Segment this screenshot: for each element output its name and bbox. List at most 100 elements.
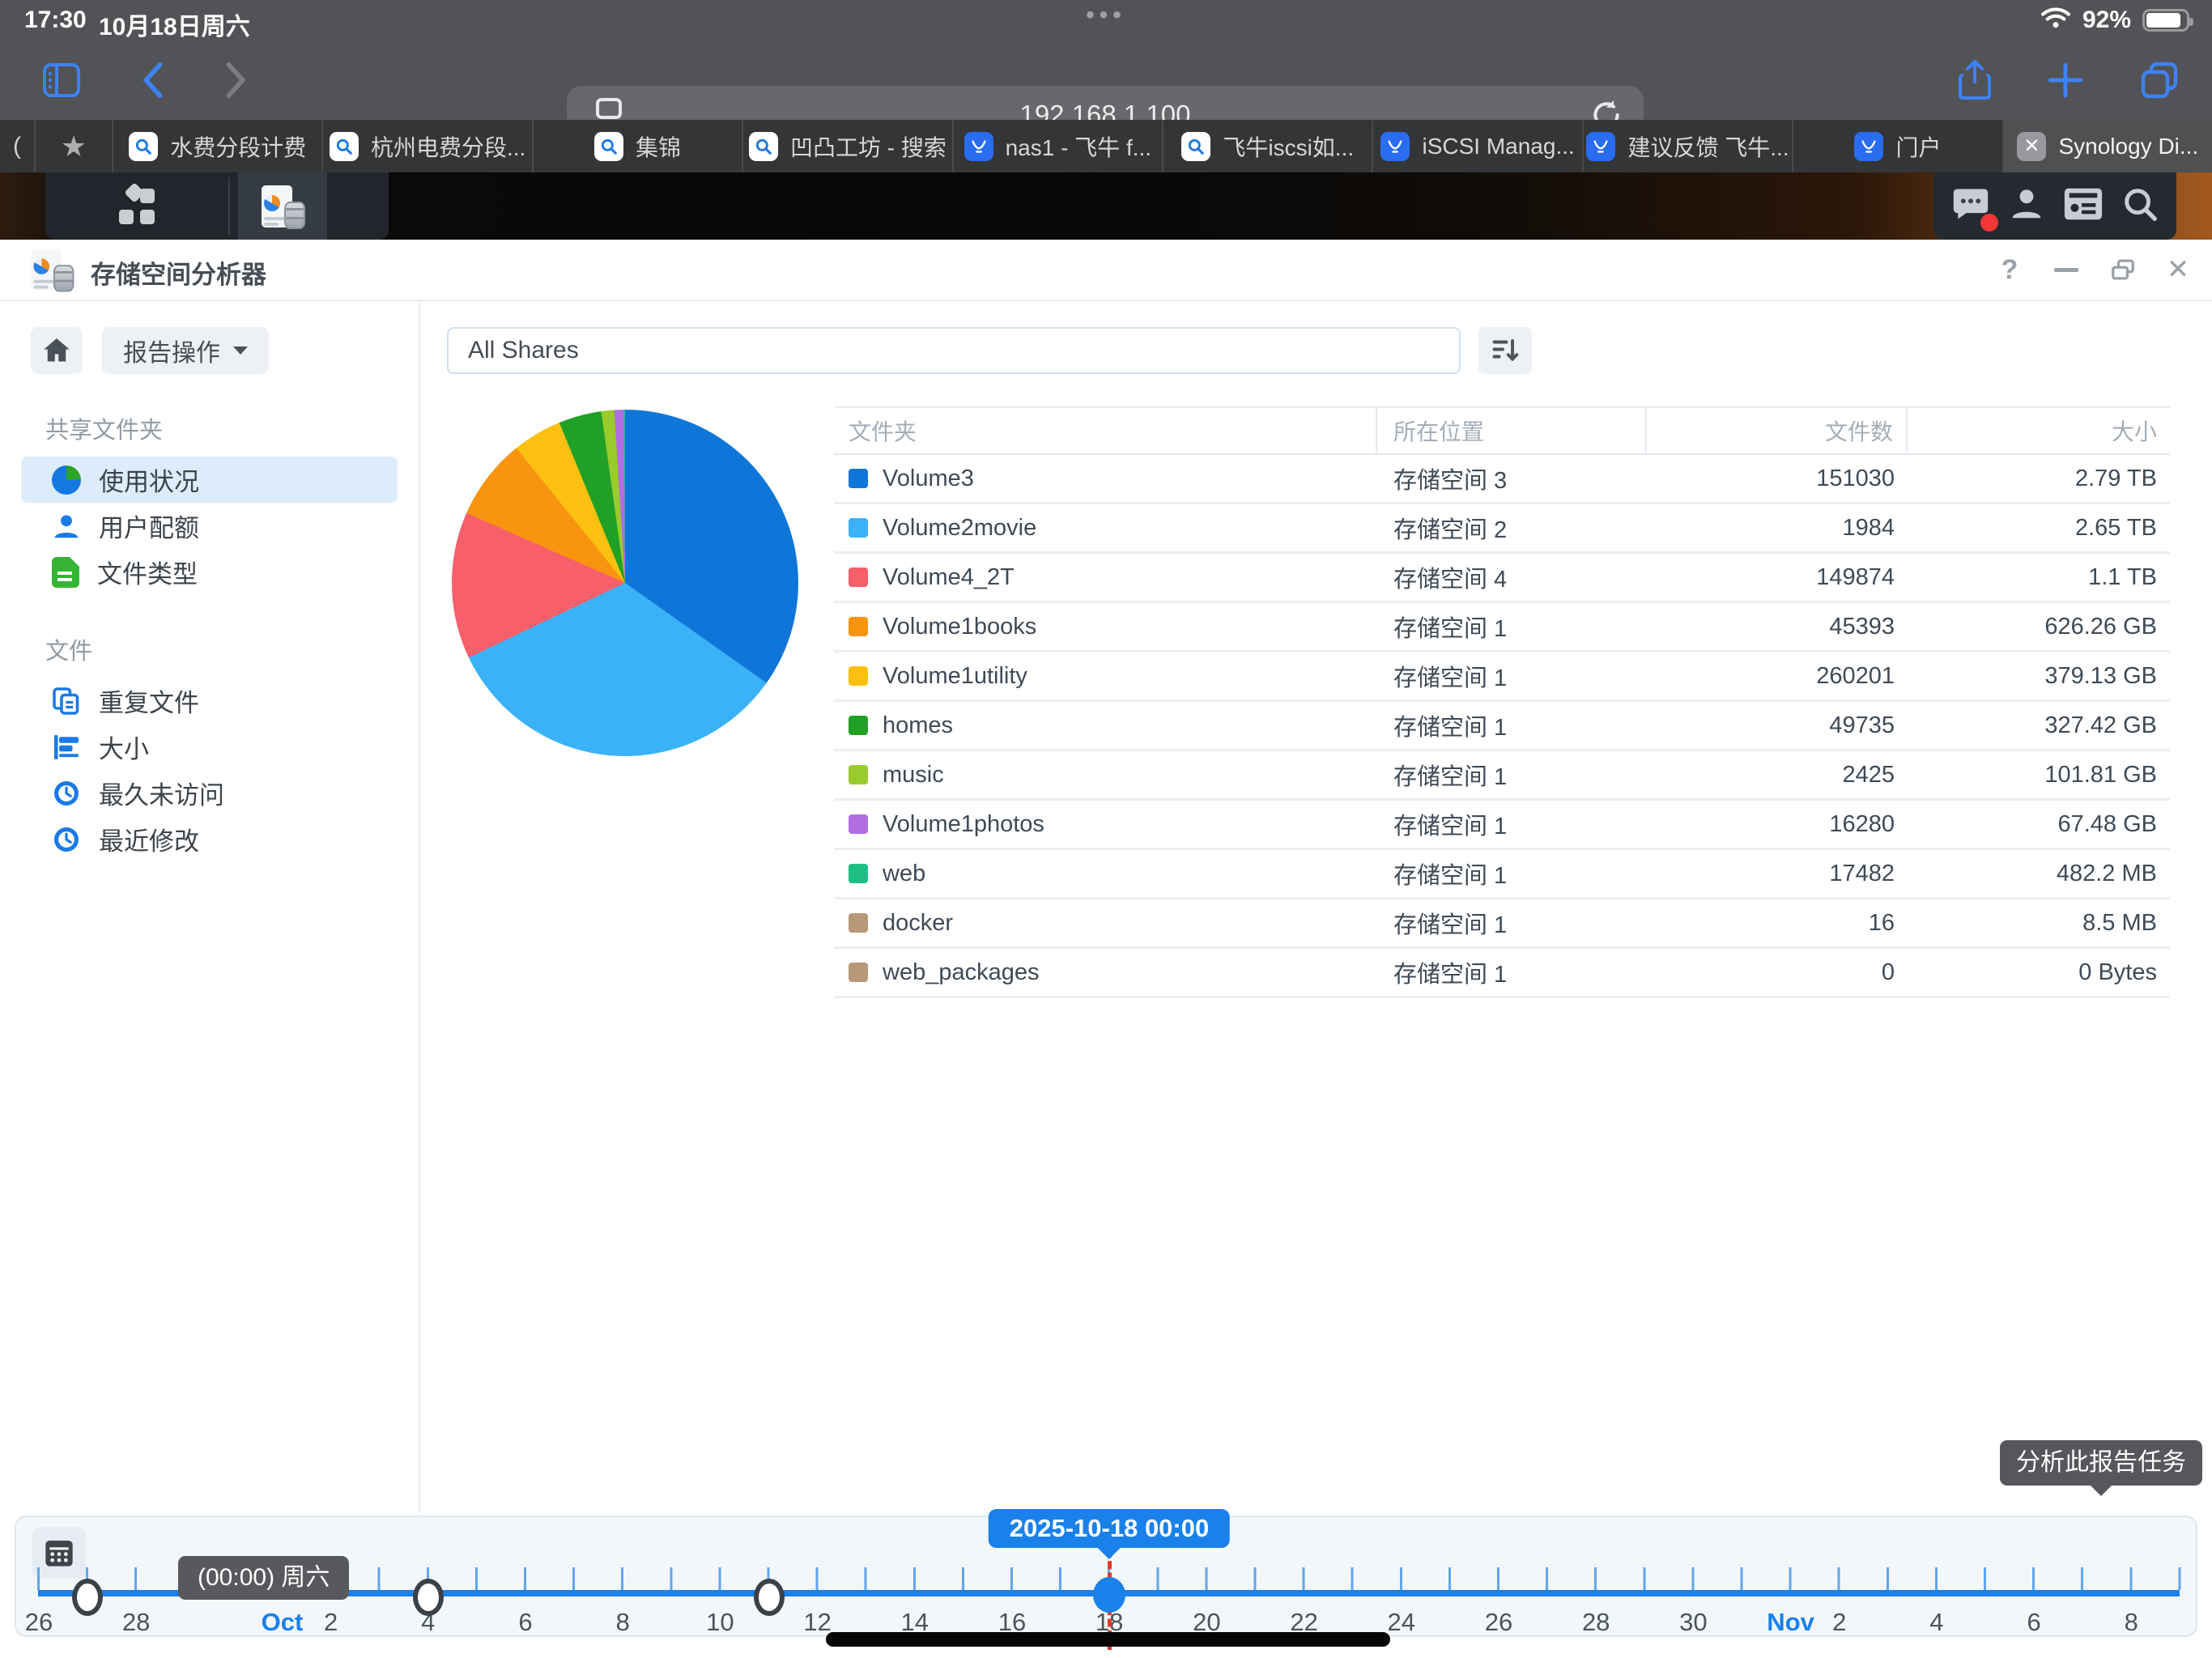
timeline-date-label: 8 <box>615 1608 630 1636</box>
fnos-favicon-icon <box>963 131 993 161</box>
color-swatch <box>849 963 868 982</box>
tab[interactable]: nas1 - 飞牛 f... <box>951 120 1162 172</box>
tab[interactable]: 水费分段计费 <box>112 120 321 172</box>
minimize-button[interactable] <box>2044 240 2089 300</box>
tabs-overview-icon[interactable] <box>2131 40 2188 120</box>
calendar-icon <box>45 1541 73 1567</box>
report-timeline[interactable]: 26 28 Oct 2 4 6 8 10 12 14 16 18 20 22 24 26 28 30 Nov 2 4 6 8… <box>15 1509 2197 1650</box>
color-swatch <box>849 518 868 538</box>
timeline-date-label: 22 <box>1290 1608 1318 1636</box>
tab-active[interactable]: ✕ Synology Di... <box>2001 120 2212 172</box>
sidebar-item-user-quota[interactable]: 用户配额 <box>21 503 398 549</box>
table-row[interactable]: Volume4_2T 存储空间 4 149874 1.1 TB <box>834 554 2170 603</box>
sidebar-item-size[interactable]: 大小 <box>21 724 398 770</box>
sidebar-item-duplicate-files[interactable]: 重复文件 <box>21 678 398 724</box>
sort-button[interactable] <box>1478 327 1532 374</box>
pie-chart[interactable] <box>452 410 798 756</box>
folder-name: docker <box>883 909 954 936</box>
table-row[interactable]: Volume1photos 存储空间 1 16280 67.48 GB <box>834 801 2170 850</box>
widgets-icon[interactable] <box>2063 186 2104 226</box>
col-size[interactable]: 大小 <box>2111 419 2157 444</box>
help-button[interactable]: ? <box>2001 253 2018 285</box>
col-location[interactable]: 所在位置 <box>1377 408 1647 453</box>
folder-name: web <box>883 860 926 886</box>
new-tab-icon[interactable] <box>2037 40 2094 120</box>
tab[interactable]: 凹凸工坊 - 搜索 <box>742 120 951 172</box>
user-menu-icon[interactable] <box>2008 185 2045 227</box>
main-menu-icon[interactable] <box>114 183 160 233</box>
share-icon[interactable] <box>1946 40 2003 120</box>
search-favicon-icon <box>329 131 359 161</box>
sidebar-item-usage[interactable]: 使用状况 <box>21 457 398 503</box>
back-button[interactable] <box>128 40 177 120</box>
table-row[interactable]: web 存储空间 1 17482 482.2 MB <box>834 850 2170 899</box>
file-count: 149874 <box>1816 563 1895 590</box>
sidebar-item-label: 文件类型 <box>97 560 198 589</box>
sidebar-item-least-accessed[interactable]: 最久未访问 <box>21 770 398 816</box>
table-row[interactable]: Volume3 存储空间 3 151030 2.79 TB <box>834 455 2170 504</box>
sidebar-toggle-icon[interactable] <box>37 40 86 120</box>
search-icon[interactable] <box>2121 185 2159 227</box>
dsm-taskbar-left <box>45 172 389 240</box>
taskbar-divider <box>228 177 230 235</box>
tab[interactable]: 建议反馈 飞牛... <box>1581 120 1792 172</box>
color-swatch <box>849 617 868 636</box>
table-row[interactable]: homes 存储空间 1 49735 327.42 GB <box>834 702 2170 751</box>
table-row[interactable]: Volume1utility 存储空间 1 260201 379.13 GB <box>834 653 2170 702</box>
section-shared-folders: 共享文件夹 <box>45 418 164 444</box>
tab[interactable]: 门户 <box>1792 120 2001 172</box>
notifications-icon[interactable] <box>1951 185 1998 232</box>
timeline-date-label: 30 <box>1679 1608 1708 1636</box>
dsm-taskbar-right <box>1933 172 2176 240</box>
restore-button[interactable] <box>2100 240 2146 300</box>
folder-location: 存储空间 1 <box>1393 616 1508 642</box>
forward-button[interactable] <box>212 40 261 120</box>
timeline-date-label: 28 <box>1581 1608 1610 1636</box>
table-row[interactable]: Volume2movie 存储空间 2 1984 2.65 TB <box>834 504 2170 554</box>
timeline-date-label: 28 <box>121 1608 151 1636</box>
battery-percent: 92% <box>2082 6 2131 33</box>
home-indicator[interactable] <box>826 1632 1390 1647</box>
sidebar-item-label: 最久未访问 <box>99 781 224 810</box>
file-count: 16280 <box>1829 810 1895 837</box>
col-folder[interactable]: 文件夹 <box>834 408 1377 453</box>
home-button[interactable] <box>31 327 83 374</box>
tab[interactable]: 杭州电费分段... <box>321 120 531 172</box>
timeline-date-label: 2 <box>323 1608 338 1636</box>
report-marker[interactable] <box>412 1579 444 1616</box>
folder-size: 8.5 MB <box>2082 909 2157 936</box>
tab-label: 建议反馈 飞牛... <box>1627 134 1789 160</box>
report-marker[interactable] <box>753 1579 785 1616</box>
window-title-bar[interactable]: 存储空间分析器 ? ✕ <box>0 240 2212 301</box>
table-header: 文件夹 所在位置 文件数 大小 <box>834 406 2170 455</box>
table-row[interactable]: Volume1books 存储空间 1 45393 626.26 GB <box>834 603 2170 653</box>
col-files[interactable]: 文件数 <box>1647 408 1908 453</box>
tab[interactable]: iSCSI Manag... <box>1372 120 1581 172</box>
chevron-down-icon <box>233 346 248 355</box>
taskbar-storage-analyzer-icon[interactable] <box>238 172 327 240</box>
folder-location: 存储空间 2 <box>1393 517 1508 543</box>
tab-label: Synology Di... <box>2058 133 2199 159</box>
fnos-favicon-icon <box>1586 131 1616 161</box>
partial-favicon: ( <box>13 132 21 159</box>
share-filter-select[interactable]: All Shares <box>447 327 1461 374</box>
table-row[interactable]: music 存储空间 1 2425 101.81 GB <box>834 751 2170 801</box>
folder-location: 存储空间 1 <box>1393 962 1508 988</box>
file-icon <box>52 556 79 588</box>
tab[interactable]: 集锦 <box>531 120 742 172</box>
tab-label: 水费分段计费 <box>170 134 307 160</box>
table-row[interactable]: docker 存储空间 1 16 8.5 MB <box>834 899 2170 949</box>
close-button[interactable]: ✕ <box>2166 254 2190 285</box>
sidebar-item-label: 重复文件 <box>99 689 199 717</box>
table-row[interactable]: web_packages 存储空间 1 0 0 Bytes <box>834 949 2170 998</box>
report-marker[interactable] <box>72 1579 104 1616</box>
file-count: 49735 <box>1829 712 1895 738</box>
tab-partial[interactable]: ( <box>0 120 34 172</box>
tab-favorites[interactable]: ★ <box>34 120 112 172</box>
sidebar-item-recently-modified[interactable]: 最近修改 <box>21 816 398 862</box>
sidebar-item-file-types[interactable]: 文件类型 <box>21 549 398 595</box>
tab[interactable]: 飞牛iscsi如... <box>1162 120 1372 172</box>
report-marker-selected[interactable] <box>1093 1577 1126 1613</box>
report-actions-button[interactable]: 报告操作 <box>102 327 269 374</box>
